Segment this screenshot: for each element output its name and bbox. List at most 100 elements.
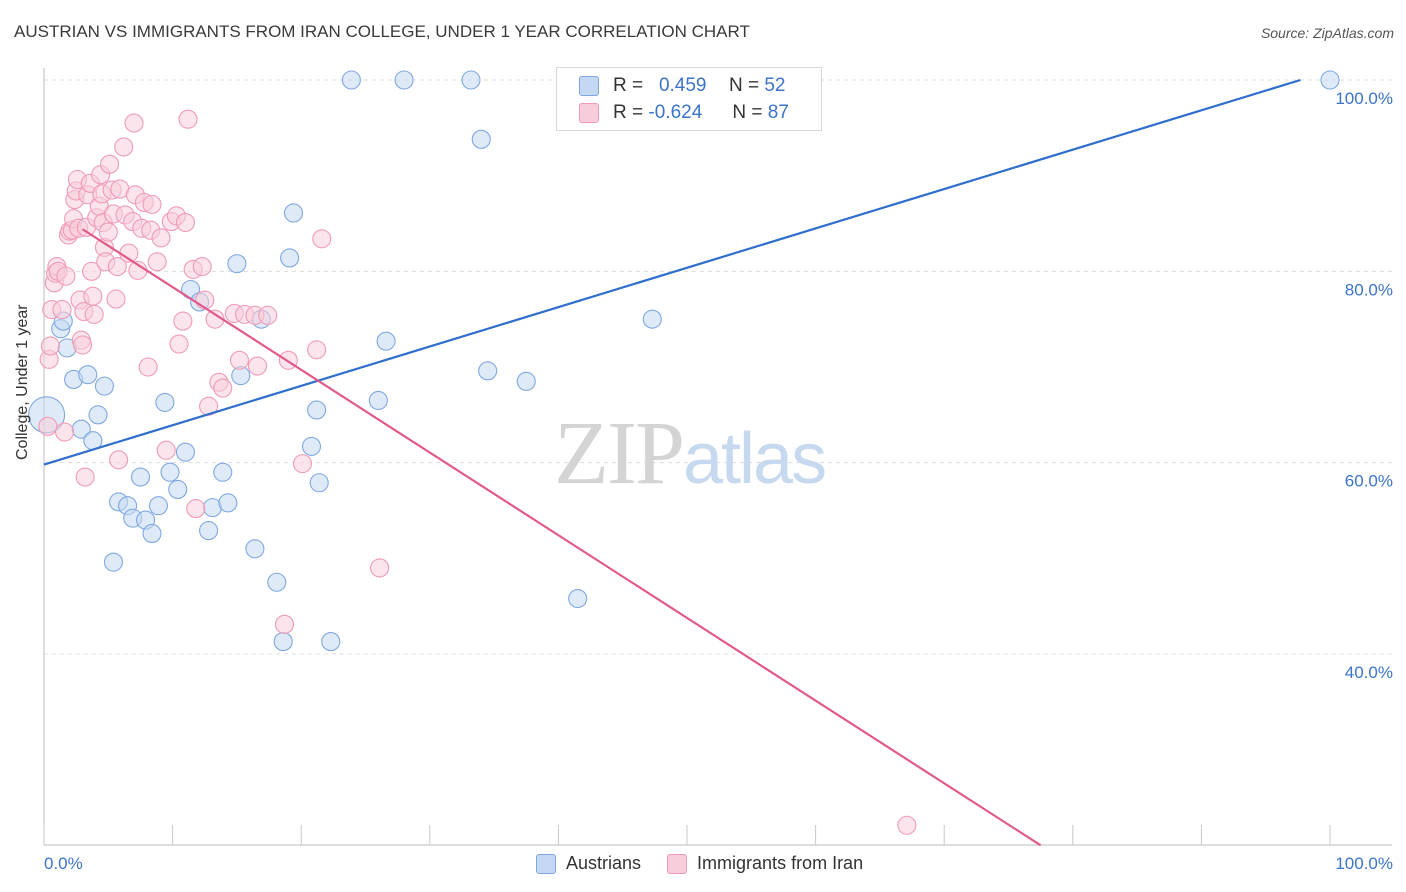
data-point	[229, 350, 250, 370]
data-point	[341, 70, 361, 90]
data-point	[38, 416, 58, 436]
data-point	[227, 254, 247, 274]
data-point	[516, 371, 536, 391]
data-point	[307, 400, 327, 420]
data-point	[178, 109, 198, 129]
trend-line	[81, 228, 1042, 847]
data-point	[142, 523, 162, 544]
data-point	[78, 365, 98, 385]
data-point	[568, 588, 588, 609]
data-point	[83, 286, 103, 306]
data-point	[130, 467, 150, 487]
data-point	[642, 309, 662, 329]
data-point	[106, 289, 126, 309]
correlation-legend: R = 0.459 N = 52 R = -0.624 N = 87	[556, 67, 822, 131]
legend-r-value: 0.459	[658, 75, 707, 96]
data-point	[160, 462, 180, 482]
data-point	[168, 479, 188, 500]
tick-labels: 100.0% 80.0% 60.0% 40.0% 0.0% 100.0%	[44, 89, 1393, 873]
legend-swatch-iran	[579, 103, 599, 123]
x-tick-label: 0.0%	[44, 854, 83, 873]
data-point	[155, 392, 175, 412]
data-point	[186, 499, 206, 519]
legend-item-iran: Immigrants from Iran	[667, 853, 863, 874]
data-point	[267, 572, 287, 592]
data-point	[301, 436, 322, 456]
data-point	[307, 340, 327, 360]
data-point	[124, 113, 144, 133]
data-point	[84, 304, 104, 324]
legend-row-austrians: R = 0.459 N = 52	[579, 73, 785, 99]
data-point	[142, 194, 162, 214]
data-point	[156, 440, 176, 460]
legend-r-label: R =	[613, 102, 644, 123]
chart-title: AUSTRIAN VS IMMIGRANTS FROM IRAN COLLEGE…	[14, 22, 750, 41]
data-point	[368, 390, 388, 411]
data-point	[245, 539, 265, 559]
data-point	[151, 228, 171, 248]
y-tick-label: 80.0%	[1345, 280, 1393, 299]
legend-n-label: N =	[728, 75, 760, 96]
data-point	[82, 261, 102, 281]
data-point	[114, 137, 134, 157]
data-point	[218, 493, 238, 513]
watermark-atlas: atlas	[683, 419, 827, 499]
source-label: Source: ZipAtlas.com	[1260, 25, 1394, 41]
data-point	[292, 454, 313, 474]
data-point	[40, 336, 60, 356]
data-point	[309, 473, 329, 493]
legend-row-iran: R = -0.624 N = 87	[579, 100, 789, 126]
data-point	[471, 129, 491, 149]
data-point	[109, 450, 129, 470]
legend-label-austrians: Austrians	[566, 853, 642, 873]
data-point	[103, 552, 123, 572]
watermark: ZIPatlas	[554, 402, 827, 505]
series-austrians	[28, 70, 1340, 652]
data-point	[88, 405, 108, 425]
data-point	[897, 815, 917, 835]
data-point	[312, 229, 332, 249]
data-point	[376, 331, 396, 351]
data-point	[195, 290, 215, 310]
data-point	[75, 467, 95, 487]
data-point	[55, 422, 75, 442]
data-point	[98, 222, 118, 242]
data-point	[283, 203, 304, 223]
trend-lines	[43, 78, 1301, 847]
data-point	[147, 252, 167, 272]
watermark-zip: ZIP	[554, 404, 685, 503]
data-point	[138, 357, 158, 377]
x-tick-label: 100.0%	[1335, 854, 1393, 873]
legend-item-austrians: Austrians	[536, 853, 641, 874]
data-point	[73, 335, 93, 355]
data-point	[169, 334, 189, 354]
data-point	[274, 614, 295, 634]
legend-r-label: R =	[613, 75, 644, 96]
legend-swatch-austrians	[536, 853, 556, 874]
data-point	[107, 256, 127, 277]
legend-label-iran: Immigrants from Iran	[697, 853, 864, 873]
data-point	[213, 378, 233, 398]
data-point	[478, 361, 498, 381]
data-point	[148, 496, 169, 516]
data-point	[258, 305, 278, 325]
legend-swatch-austrians	[579, 76, 599, 96]
data-point	[280, 248, 300, 268]
y-tick-label: 60.0%	[1345, 472, 1393, 491]
data-point	[56, 266, 76, 286]
legend-r-value: -0.624	[648, 102, 703, 123]
data-point	[52, 300, 72, 320]
data-point	[175, 212, 196, 233]
data-point	[273, 632, 293, 652]
data-point	[461, 70, 481, 90]
data-point	[175, 442, 196, 462]
data-point	[1320, 70, 1340, 90]
data-point	[100, 154, 120, 174]
data-point	[394, 70, 414, 90]
legend-n-value: 87	[767, 102, 789, 123]
data-point	[370, 558, 390, 578]
y-axis-label: College, Under 1 year	[14, 304, 31, 460]
data-point	[199, 521, 219, 541]
data-point	[192, 256, 212, 277]
